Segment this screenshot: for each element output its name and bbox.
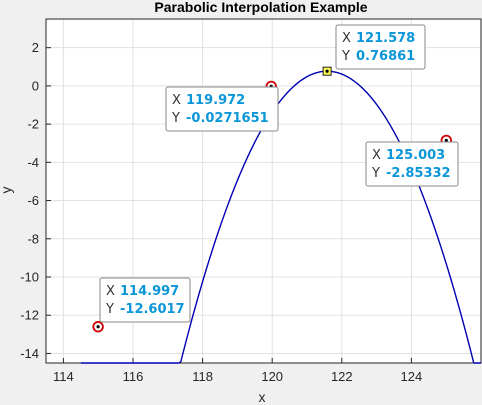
y-axis-label: y: [0, 187, 14, 194]
datatip[interactable]: X 125.003 Y -2.85332: [365, 141, 459, 187]
datatip-x-key: X: [372, 148, 381, 163]
y-tick-label: -14: [20, 346, 39, 361]
datatip[interactable]: X 121.578 Y 0.76861: [335, 24, 426, 70]
ticks: 114 116 118 120 122 124 2 0 -2 -4 -6 -8 -10 -12 -14: [20, 18, 482, 384]
grid: [46, 19, 481, 363]
data-point-circle: [92, 321, 104, 333]
y-tick-label: 0: [32, 78, 39, 93]
datatip-anchor-dot: [325, 69, 329, 73]
x-axis-label: x: [259, 389, 266, 405]
datatip-y-key: Y: [371, 166, 380, 181]
y-tick-label: 2: [32, 40, 39, 55]
datatip-y-value: -12.6017: [120, 302, 185, 317]
datatips[interactable]: X 114.997 Y -12.6017 X 119.972 Y -0.0271651 X 121…: [99, 24, 459, 323]
datatip-x-key: X: [342, 31, 351, 46]
datatip-y-value: 0.76861: [356, 49, 415, 64]
datatip-y-key: Y: [105, 302, 114, 317]
chart-title: Parabolic Interpolation Example: [154, 0, 367, 15]
y-tick-label: -8: [27, 231, 39, 246]
axes-box: [45, 18, 482, 364]
datatip-x-value: 114.997: [120, 284, 179, 299]
datatip-y-value: -2.85332: [386, 166, 451, 181]
datatip-x-value: 119.972: [186, 93, 245, 108]
y-tick-label: -12: [20, 308, 39, 323]
datatip-x-key: X: [172, 93, 181, 108]
datatip-box: [165, 86, 279, 132]
x-tick-label: 124: [401, 369, 423, 384]
y-tick-label: -4: [27, 155, 39, 170]
datatip-y-value: -0.0271651: [186, 111, 269, 126]
x-tick-label: 122: [331, 369, 353, 384]
x-tick-label: 120: [261, 369, 283, 384]
datatip-x-value: 121.578: [356, 31, 415, 46]
y-tick-label: -10: [20, 270, 39, 285]
datatip-y-key: Y: [341, 49, 350, 64]
datatip[interactable]: X 114.997 Y -12.6017: [99, 277, 191, 323]
y-tick-label: -6: [27, 193, 39, 208]
x-tick-label: 116: [123, 369, 144, 384]
datatip-x-value: 125.003: [386, 148, 445, 163]
datatip-anchor-dot: [96, 325, 100, 329]
datatip-box: [335, 24, 426, 70]
datatip-x-key: X: [106, 284, 115, 299]
datatip-box: [365, 141, 459, 187]
datatip[interactable]: X 119.972 Y -0.0271651: [165, 86, 279, 132]
datatip-y-key: Y: [171, 111, 180, 126]
y-tick-label: -2: [27, 117, 39, 132]
datatip-box: [99, 277, 191, 323]
x-tick-label: 118: [192, 369, 213, 384]
datatip-anchor-dot: [444, 138, 448, 143]
x-tick-label: 114: [53, 369, 74, 384]
